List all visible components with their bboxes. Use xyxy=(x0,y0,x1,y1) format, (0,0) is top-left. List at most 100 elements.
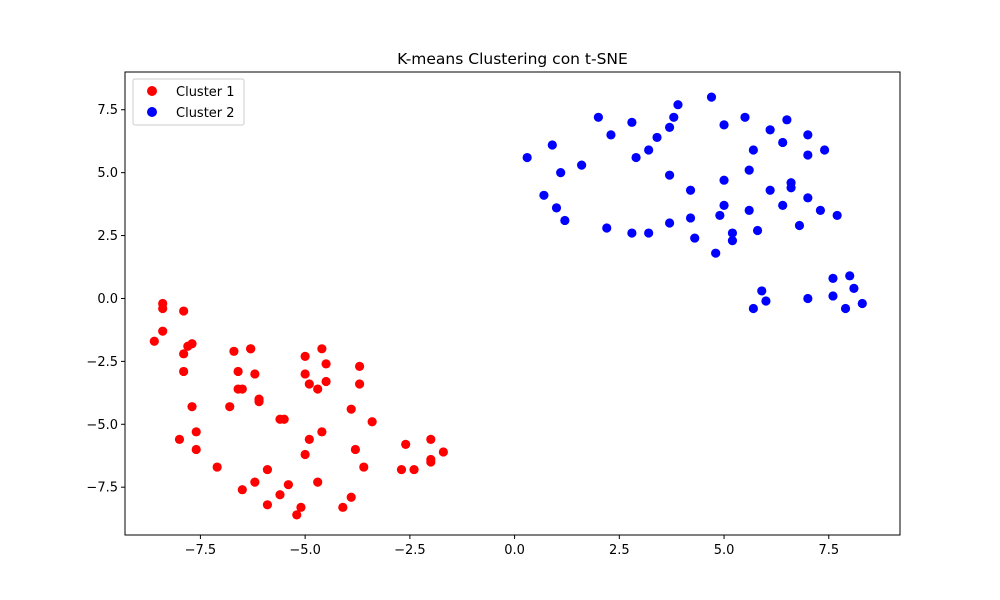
point-cluster-2-3 xyxy=(547,140,557,150)
point-cluster-1-30 xyxy=(283,480,293,490)
y-tick-label-7: 7.5 xyxy=(97,103,118,118)
x-tick-label-2: −5.0 xyxy=(289,543,321,558)
point-cluster-2-21 xyxy=(673,100,683,110)
point-cluster-2-8 xyxy=(593,112,603,122)
point-cluster-2-12 xyxy=(631,152,641,163)
y-tick-label-4: 0.0 xyxy=(97,292,118,307)
point-cluster-1-7 xyxy=(187,339,197,349)
point-cluster-2-29 xyxy=(719,200,729,210)
point-cluster-1-21 xyxy=(254,397,264,407)
legend-label-cluster-2: Cluster 2 xyxy=(176,106,235,121)
legend-marker-cluster-1 xyxy=(147,86,157,96)
point-cluster-2-60 xyxy=(849,283,859,293)
point-cluster-2-6 xyxy=(560,215,570,226)
point-cluster-2-7 xyxy=(577,160,587,170)
point-cluster-2-61 xyxy=(857,298,867,309)
point-cluster-2-31 xyxy=(727,228,738,238)
point-cluster-2-49 xyxy=(803,130,813,140)
point-cluster-1-36 xyxy=(300,369,310,379)
points-layer xyxy=(149,92,867,520)
point-cluster-1-49 xyxy=(350,444,361,455)
point-cluster-2-2 xyxy=(539,190,549,200)
legend-box xyxy=(132,78,245,126)
point-cluster-1-55 xyxy=(426,434,436,444)
point-cluster-1-29 xyxy=(275,490,285,500)
point-cluster-2-34 xyxy=(744,165,754,175)
point-cluster-2-15 xyxy=(644,228,654,238)
x-tick-label-4: 0.0 xyxy=(504,543,525,558)
x-tick-label-6: 5.0 xyxy=(714,543,735,558)
point-cluster-1-5 xyxy=(149,336,159,346)
point-cluster-1-46 xyxy=(346,404,356,414)
point-cluster-2-47 xyxy=(786,183,796,193)
point-cluster-2-51 xyxy=(803,193,813,203)
point-cluster-1-9 xyxy=(179,366,189,377)
point-cluster-1-59 xyxy=(246,344,256,354)
point-cluster-2-56 xyxy=(832,210,842,221)
point-cluster-1-35 xyxy=(300,351,310,361)
point-cluster-1-40 xyxy=(321,359,331,369)
point-cluster-2-11 xyxy=(627,117,637,127)
point-cluster-1-45 xyxy=(346,492,356,502)
point-cluster-1-31 xyxy=(292,510,302,520)
point-cluster-1-33 xyxy=(300,449,310,460)
point-cluster-2-28 xyxy=(719,175,729,185)
point-cluster-1-48 xyxy=(354,379,365,389)
point-cluster-1-27 xyxy=(250,477,260,487)
point-cluster-2-45 xyxy=(778,200,788,210)
point-cluster-2-50 xyxy=(803,150,813,160)
legend-label-cluster-1: Cluster 1 xyxy=(176,85,235,100)
point-cluster-2-17 xyxy=(664,122,675,132)
point-cluster-2-30 xyxy=(715,210,725,221)
point-cluster-2-14 xyxy=(644,145,654,155)
point-cluster-1-8 xyxy=(179,349,189,359)
x-tick-label-5: 2.5 xyxy=(609,543,630,558)
point-cluster-2-1 xyxy=(522,152,532,163)
point-cluster-1-26 xyxy=(237,485,247,495)
point-cluster-2-48 xyxy=(794,220,805,231)
point-cluster-2-24 xyxy=(690,233,700,243)
point-cluster-2-19 xyxy=(664,218,675,228)
point-cluster-2-53 xyxy=(815,205,826,215)
point-cluster-1-50 xyxy=(359,462,369,472)
point-cluster-1-14 xyxy=(212,462,222,472)
y-tick-label-6: 5.0 xyxy=(97,166,118,181)
point-cluster-2-38 xyxy=(757,286,767,296)
point-cluster-2-5 xyxy=(556,168,566,178)
point-cluster-1-2 xyxy=(158,303,168,314)
legend: Cluster 1 Cluster 2 xyxy=(132,78,245,126)
legend-marker-cluster-2 xyxy=(147,107,157,117)
point-cluster-1-25 xyxy=(262,464,273,475)
y-tick-label-5: 2.5 xyxy=(97,229,118,244)
point-cluster-1-37 xyxy=(304,379,314,389)
point-cluster-1-12 xyxy=(174,434,185,444)
point-cluster-1-43 xyxy=(313,477,323,487)
point-cluster-1-24 xyxy=(279,414,289,424)
point-cluster-1-28 xyxy=(262,500,273,510)
point-cluster-1-47 xyxy=(354,361,365,372)
point-cluster-2-4 xyxy=(551,203,562,213)
point-cluster-2-27 xyxy=(719,120,729,130)
point-cluster-1-39 xyxy=(317,344,327,354)
point-cluster-2-26 xyxy=(711,248,721,258)
point-cluster-2-44 xyxy=(782,115,792,125)
point-cluster-1-41 xyxy=(321,376,331,387)
x-tick-label-1: −7.5 xyxy=(185,543,217,558)
point-cluster-2-9 xyxy=(606,130,616,140)
chart-title: K-means Clustering con t-SNE xyxy=(397,50,628,68)
point-cluster-1-51 xyxy=(367,417,377,427)
point-cluster-1-60 xyxy=(233,384,243,394)
plot-frame xyxy=(124,71,901,536)
point-cluster-2-58 xyxy=(840,303,851,314)
point-cluster-2-36 xyxy=(748,145,758,155)
point-cluster-2-39 xyxy=(761,296,771,306)
point-cluster-1-22 xyxy=(225,402,235,412)
point-cluster-2-43 xyxy=(778,137,788,148)
point-cluster-2-57 xyxy=(828,291,838,301)
point-cluster-1-54 xyxy=(409,464,419,475)
point-cluster-1-15 xyxy=(229,346,239,356)
point-cluster-2-16 xyxy=(652,132,662,143)
x-tick-label-7: 7.5 xyxy=(818,543,839,558)
point-cluster-2-20 xyxy=(669,112,679,122)
